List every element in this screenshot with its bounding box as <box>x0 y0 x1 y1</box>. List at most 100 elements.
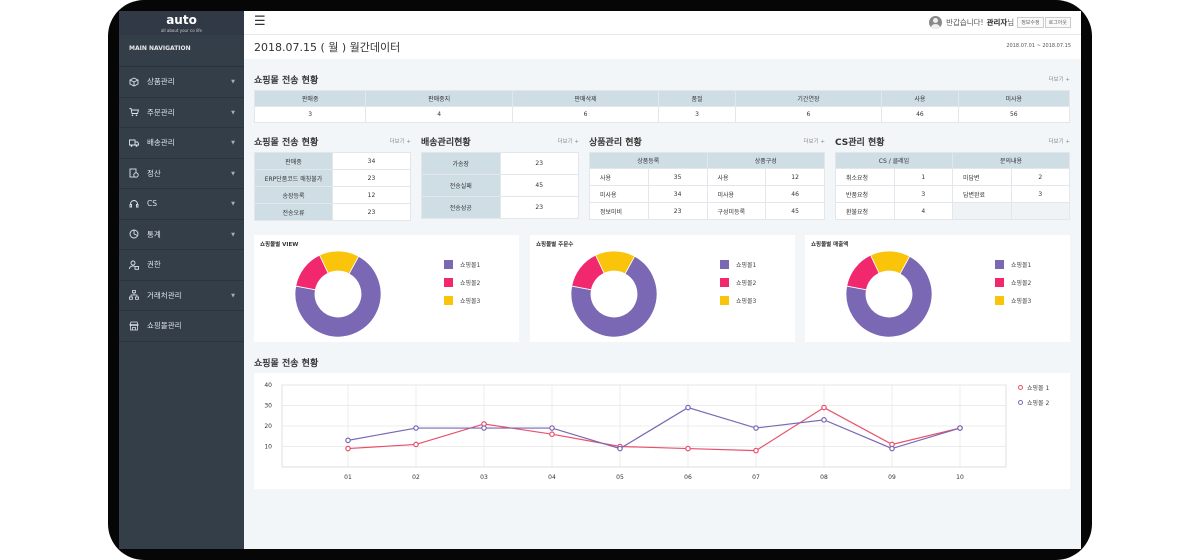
panel-cs: CS관리 현황 더보기 + CS / 클레임 문의내용 취소요청 1 미답변 2 반품요청 3… <box>835 135 1070 220</box>
data-point[interactable] <box>685 404 691 411</box>
section-title: 쇼핑몰 전송 현황 <box>254 76 319 86</box>
sidebar-item[interactable]: 배송관리 ▼ <box>119 128 244 159</box>
legend-item: 쇼핑몰2 <box>444 273 480 291</box>
chevron-down-icon: ▼ <box>231 231 235 238</box>
table-header: 상품구성 <box>706 152 825 169</box>
table-cell <box>952 202 1012 220</box>
more-link[interactable]: 더보기 + <box>1048 77 1070 83</box>
page-title: 2018.07.15 ( 월 ) 월간데이터 <box>254 41 401 54</box>
x-tick-label: 04 <box>548 474 556 481</box>
pie-slice[interactable] <box>870 250 911 275</box>
sidebar-item-label: 통계 <box>147 229 161 239</box>
pie-slice[interactable] <box>294 255 382 338</box>
sidebar-item[interactable]: 정산 ▼ <box>119 159 244 189</box>
store-icon <box>129 321 139 331</box>
data-point[interactable] <box>413 425 419 431</box>
data-point[interactable] <box>481 425 487 431</box>
table-row: 전송오류 23 <box>254 203 411 221</box>
pie-slice[interactable] <box>595 250 636 275</box>
table-cell: 2 <box>1010 168 1070 186</box>
legend-marker <box>1018 385 1023 390</box>
chevron-down-icon: ▼ <box>231 170 235 177</box>
logout-button[interactable]: 로그아웃 <box>1044 17 1071 28</box>
user-lock-icon <box>129 260 139 270</box>
table-cell: 미답변 <box>952 168 1012 186</box>
chevron-down-icon: ▼ <box>231 140 235 146</box>
row-value: 12 <box>332 186 411 204</box>
legend-label: 쇼핑몰1 <box>460 261 481 269</box>
row-label: 전송성공 <box>421 196 501 219</box>
panel-transfer: 쇼핑몰 전송 현황 더보기 + 판매중 34 ERP단품코드 매칭불가 23 송장등록 1… <box>254 135 411 221</box>
sidebar-item[interactable]: 통계 ▼ <box>119 220 244 250</box>
data-point[interactable] <box>753 447 759 454</box>
more-link[interactable]: 더보기 + <box>1048 139 1070 145</box>
table-row: ERP단품코드 매칭불가 23 <box>254 169 411 187</box>
logo[interactable]: auto all about your co life <box>119 11 244 35</box>
legend-swatch <box>720 295 729 305</box>
pie-slice[interactable] <box>319 250 360 275</box>
chevron-down-icon: ▼ <box>231 109 235 116</box>
legend-swatch <box>995 295 1004 305</box>
chart-title: 쇼핑몰별 매출액 <box>811 242 849 248</box>
legend-item: 쇼핑몰 2 <box>1018 395 1049 410</box>
table-cell: 반품요청 <box>835 185 895 203</box>
data-point[interactable] <box>889 445 895 452</box>
sidebar-item-label: CS <box>147 199 157 209</box>
data-point[interactable] <box>549 431 555 438</box>
product-table: 상품등록 상품구성 사용 35 사용 12 미사용 34 미사용 46 정보미비 23 구성미등록 45 <box>589 152 825 220</box>
sidebar-item[interactable]: 상품관리 ▼ <box>119 67 244 98</box>
sidebar-nav: 상품관리 ▼ 주문관리 ▼ 배송관리 ▼ 정산 ▼ CS ▼ 통계 ▼ 권한 거래처관리 ▼ 쇼핑몰관리 <box>119 67 244 342</box>
data-point[interactable] <box>413 441 419 448</box>
cart-icon <box>129 108 139 117</box>
data-point[interactable] <box>617 445 623 452</box>
y-tick-label: 40 <box>264 382 272 389</box>
data-point[interactable] <box>821 404 827 411</box>
more-link[interactable]: 더보기 + <box>557 139 579 145</box>
row-value: 34 <box>332 152 411 170</box>
menu-toggle-icon[interactable]: ☰ <box>254 14 266 29</box>
sitemap-icon <box>129 290 139 300</box>
sidebar-item-label: 배송관리 <box>147 138 175 148</box>
table-cell: 3 <box>1010 185 1070 203</box>
table-cell: 구성미등록 <box>706 202 767 220</box>
data-point[interactable] <box>685 445 691 452</box>
table-header: 품절 <box>658 90 736 107</box>
donut-card: 쇼핑몰별 주문수 쇼핑몰1 쇼핑몰2 쇼핑몰3 <box>530 235 795 342</box>
sidebar-item-label: 주문관리 <box>147 107 175 117</box>
section-title: 쇼핑몰 전송 현황 <box>254 138 319 148</box>
pie-slice[interactable] <box>845 255 933 338</box>
table-cell: 3 <box>658 106 736 123</box>
row-value: 23 <box>499 152 579 175</box>
x-tick-label: 06 <box>684 474 692 481</box>
more-link[interactable]: 더보기 + <box>803 139 825 145</box>
profile-edit-button[interactable]: 정보수정 <box>1017 17 1044 28</box>
more-link[interactable]: 더보기 + <box>389 139 411 145</box>
sidebar-item[interactable]: 권한 <box>119 250 244 281</box>
legend-swatch <box>995 259 1004 269</box>
pie-slice[interactable] <box>570 255 658 338</box>
sidebar-item[interactable]: 거래처관리 ▼ <box>119 281 244 311</box>
title-bar: 2018.07.15 ( 월 ) 월간데이터 2018.07.01 ~ 2018… <box>244 35 1081 59</box>
pie-icon <box>129 229 139 239</box>
data-point[interactable] <box>345 437 351 444</box>
line-section: 쇼핑몰 전송 현황 <box>254 356 1070 369</box>
data-point[interactable] <box>753 425 759 431</box>
user-area: 반갑습니다! 관리자 님 정보수정 로그아웃 <box>929 16 1071 29</box>
table-header: 판매중 <box>253 90 367 107</box>
greeting-text: 반갑습니다! <box>946 18 984 27</box>
legend-item: 쇼핑몰3 <box>995 291 1031 309</box>
x-tick-label: 07 <box>752 474 760 481</box>
data-point[interactable] <box>549 425 555 431</box>
row-label: ERP단품코드 매칭불가 <box>254 169 333 187</box>
table-cell: 취소요청 <box>835 168 895 186</box>
table-cell: 미사용 <box>589 185 649 203</box>
data-point[interactable] <box>345 445 351 452</box>
sidebar-item[interactable]: CS ▼ <box>119 189 244 220</box>
data-point[interactable] <box>821 417 827 423</box>
table-cell: 4 <box>365 106 513 123</box>
table-row: 판매중 34 <box>254 152 411 170</box>
sidebar-item[interactable]: 쇼핑몰관리 <box>119 311 244 342</box>
data-point[interactable] <box>957 425 963 431</box>
table-cell: 6 <box>511 106 660 123</box>
sidebar-item[interactable]: 주문관리 ▼ <box>119 98 244 128</box>
